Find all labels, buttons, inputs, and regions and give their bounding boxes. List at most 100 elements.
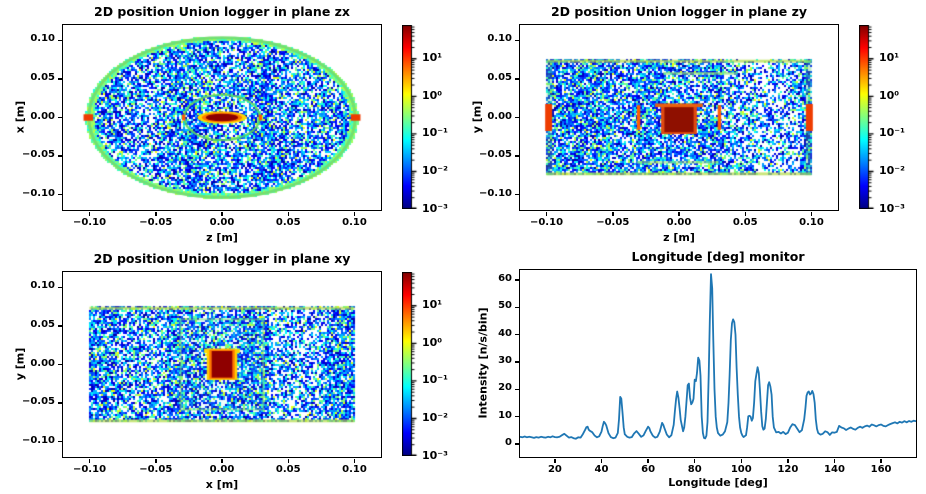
y-tick-mark [57,193,62,196]
colorbar-tick-label: 10⁻³ [422,201,448,215]
y-tick-label: −0.10 [21,187,55,199]
intensity-line [520,273,916,440]
y-tick-label: 0.00 [30,110,55,122]
x-tick-label: 80 [687,464,702,475]
x-tick-mark [155,458,157,463]
x-tick-mark [287,458,289,463]
y-tick-mark [514,333,519,336]
colorbar-tick-label: 10⁻¹ [422,373,448,387]
y-tick-mark [514,279,519,281]
x-tick-mark [221,458,223,463]
x-tick-mark [353,458,356,463]
x-tick-label: 0.00 [666,217,692,228]
colorbar-tick-label: 10⁰ [422,88,443,102]
x-tick-label: 0.05 [732,217,758,228]
y-tick-mark [514,361,519,363]
y-tick-mark [57,363,62,366]
x-tick-mark [810,211,813,216]
y-tick-mark [514,193,519,196]
y-tick-label: −0.05 [478,149,512,161]
x-tick-mark [833,458,836,463]
y-tick-mark [514,39,519,42]
x-tick-label: −0.10 [72,217,107,228]
x-tick-mark [612,211,614,216]
y-tick-label: 10 [498,409,512,421]
y-tick-label: 0.10 [487,33,512,45]
y-tick-label: 0 [505,436,512,448]
colorbar-tick-label: 10⁻² [422,410,448,424]
colorbar-tick-label: 10¹ [422,51,443,65]
colorbar-tick-label: 10⁻³ [879,201,905,215]
y-tick-mark [514,78,519,80]
x-tick-mark [88,211,91,216]
y-tick-label: 60 [498,273,512,285]
y-tick-label: −0.10 [21,434,55,446]
colorbar-tick-label: 10⁻¹ [879,126,905,140]
x-tick-mark [88,458,91,463]
y-tick-label: 0.05 [30,318,55,330]
y-tick-label: 40 [498,327,512,339]
x-axis-label: Longitude [deg] [668,476,768,489]
x-tick-mark [744,211,746,216]
y-tick-label: 0.00 [30,357,55,369]
x-tick-mark [880,458,882,463]
y-tick-mark [514,443,519,445]
x-axis-label: z [m] [206,231,238,244]
x-tick-label: −0.10 [72,464,107,475]
x-tick-mark [693,458,696,463]
y-tick-label: −0.10 [478,187,512,199]
x-tick-label: 0.05 [275,217,301,228]
y-tick-mark [57,286,62,289]
x-tick-mark [554,458,556,463]
x-tick-label: 120 [777,464,799,475]
y-tick-label: 0.10 [30,33,55,45]
colorbar-tick-label: 10⁻² [422,163,448,177]
colorbar-tick-label: 10⁰ [422,335,443,349]
colorbar-tick-label: 10¹ [422,298,443,312]
x-tick-label: 0.05 [275,464,301,475]
colorbar-tick-label: 10⁰ [879,88,900,102]
x-tick-mark [647,458,649,463]
colorbar-tick-label: 10¹ [879,51,900,65]
x-tick-label: 0.10 [342,464,367,475]
y-tick-label: 50 [498,300,512,312]
y-tick-mark [514,388,519,391]
colorbar-xy [402,272,420,456]
colorbar-zx [402,25,420,209]
y-tick-label: 0.05 [487,71,512,83]
intensity-line-plot [520,273,916,440]
plot-title: Longitude [deg] monitor [631,249,805,264]
x-tick-label: −0.05 [139,464,173,475]
y-tick-label: −0.05 [21,149,55,161]
x-tick-label: 0.00 [209,464,235,475]
y-tick-label: 0.05 [30,71,55,83]
x-tick-mark [740,458,743,463]
y-tick-label: −0.05 [21,396,55,408]
x-tick-label: 20 [547,464,562,475]
heatmap-xy [63,272,381,457]
x-tick-label: −0.05 [596,217,630,228]
plot-title: 2D position Union logger in plane zx [94,4,350,19]
x-tick-mark [787,458,789,463]
x-tick-mark [287,211,289,216]
x-tick-mark [678,211,680,216]
y-tick-label: 0.10 [30,280,55,292]
x-tick-mark [221,211,223,216]
x-tick-label: 40 [594,464,609,475]
x-tick-mark [353,211,356,216]
y-tick-label: 0.00 [487,110,512,122]
x-axis-label: z [m] [663,231,695,244]
x-tick-label: 0.00 [209,217,235,228]
x-tick-label: 60 [641,464,656,475]
y-tick-label: 30 [498,354,512,366]
y-tick-mark [57,155,62,157]
y-tick-label: 20 [498,382,512,394]
y-tick-mark [514,155,519,157]
y-tick-mark [57,440,62,443]
colorbar-zy [859,25,877,209]
y-tick-mark [514,306,519,309]
y-tick-mark [57,116,62,119]
plot-title: 2D position Union logger in plane zy [550,4,808,19]
x-axis-label: x [m] [205,478,239,491]
